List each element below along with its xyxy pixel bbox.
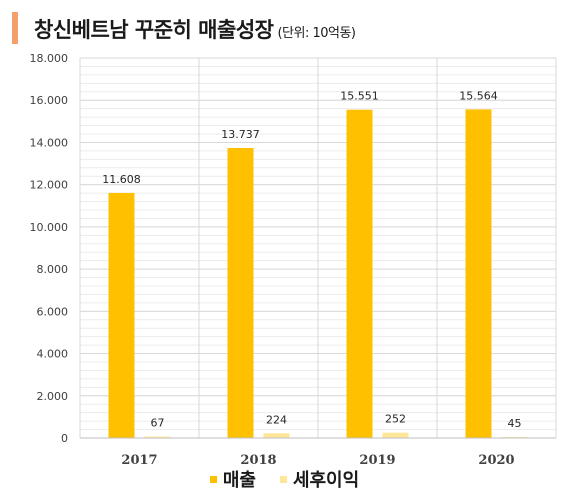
y-tick-label: 14.000 [30,136,69,149]
bar-net-profit [144,436,171,438]
legend: 매출 세후이익 [0,466,569,492]
chart-unit: (단위: 10억동) [277,26,356,41]
data-label-net-profit: 224 [266,413,287,426]
chart-title: 창신베트남 꾸준히 매출성장 (단위: 10억동) [34,14,356,44]
y-tick-label: 16.000 [30,94,69,107]
data-label-revenue: 15.564 [459,89,498,102]
y-tick-label: 12.000 [30,179,69,192]
legend-swatch-net-profit [279,475,287,483]
x-tick-label: 2018 [240,453,276,466]
bar-revenue [346,109,373,438]
data-label-net-profit: 252 [385,413,406,426]
y-tick-label: 8.000 [37,263,69,276]
legend-swatch-revenue [209,475,217,483]
y-tick-label: 18.000 [30,52,69,65]
y-tick-label: 4.000 [37,348,69,361]
bar-chart: 0 2.000 4.000 6.000 8.000 10.000 12.000 14.000 1… [30,52,557,466]
title-accent-bar [12,12,18,44]
data-label-revenue: 11.608 [102,173,141,186]
legend-item-revenue: 매출 [209,466,256,492]
legend-label-net-profit: 세후이익 [292,470,360,491]
data-label-net-profit: 67 [151,417,165,430]
x-tick-label: 2019 [359,453,395,466]
data-label-revenue: 13.737 [221,128,260,141]
legend-label-revenue: 매출 [222,470,256,491]
legend-item-net-profit: 세후이익 [279,466,360,492]
bar-net-profit [263,433,290,438]
data-label-revenue: 15.551 [340,90,379,103]
y-tick-label: 0 [61,432,68,445]
x-tick-label: 2020 [478,453,514,466]
chart-title-text: 창신베트남 꾸준히 매출성장 [34,18,274,42]
y-tick-label: 6.000 [37,305,69,318]
y-tick-label: 2.000 [37,390,69,403]
bar-revenue [108,192,135,438]
y-tick-label: 10.000 [30,221,69,234]
x-tick-label: 2017 [121,453,157,466]
bar-net-profit [382,432,409,438]
title-area: 창신베트남 꾸준히 매출성장 (단위: 10억동) [0,8,569,48]
bar-revenue [227,147,254,438]
bar-revenue [465,109,492,438]
data-label-net-profit: 45 [508,417,522,430]
